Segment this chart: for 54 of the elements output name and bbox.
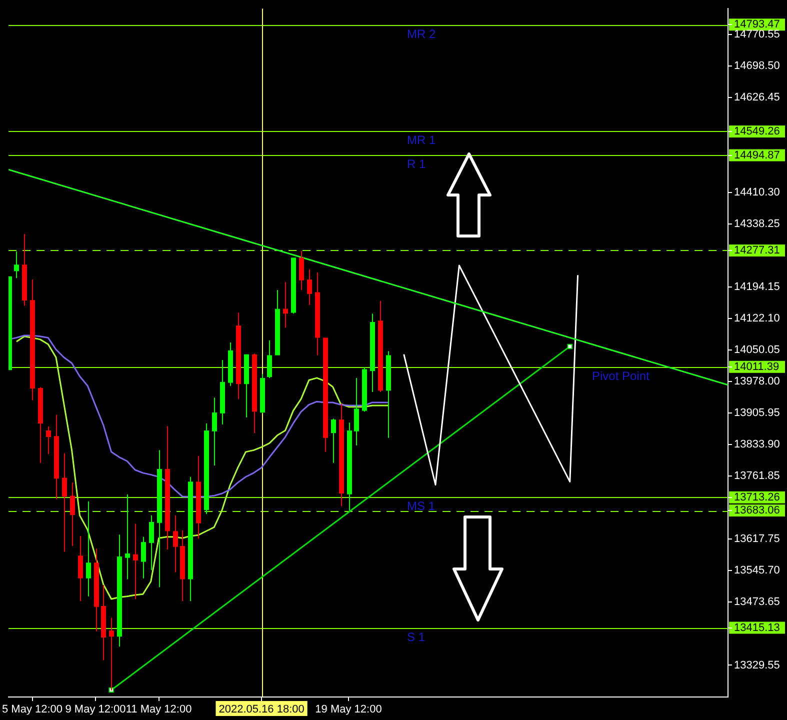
candlestick bbox=[70, 482, 75, 547]
y-tick-label: 13833.90 bbox=[734, 438, 780, 451]
x-tick-label: 2022.05.16 18:00 bbox=[218, 704, 304, 716]
y-tick-label: 14050.05 bbox=[734, 344, 780, 356]
ref-line-label: S 1 bbox=[407, 630, 426, 644]
y-tick-label: 13617.75 bbox=[734, 533, 780, 546]
candlestick bbox=[173, 514, 178, 573]
x-tick-label: 9 May 12:00 bbox=[65, 704, 126, 716]
y-tick-label: 14494.87 bbox=[734, 149, 780, 162]
ref-line-label: MR 1 bbox=[407, 132, 436, 147]
y-tick-label: 13713.26 bbox=[734, 491, 780, 504]
y-tick-label: 13978.00 bbox=[734, 375, 780, 388]
y-tick-label: 14194.15 bbox=[734, 280, 780, 293]
x-tick-label: 5 May 12:00 bbox=[2, 704, 63, 716]
y-tick-label: 14698.50 bbox=[734, 60, 780, 72]
x-tick-label: 19 May 12:00 bbox=[315, 704, 382, 716]
candlestick bbox=[86, 500, 91, 597]
candlestick bbox=[133, 523, 138, 600]
y-tick-label: 14410.30 bbox=[734, 186, 780, 198]
candlestick bbox=[141, 536, 146, 579]
ref-line-label: MS 1 bbox=[407, 498, 436, 513]
candlestick bbox=[125, 494, 130, 580]
candlestick bbox=[283, 282, 288, 328]
candlestick bbox=[78, 535, 83, 602]
y-tick-label: 14549.26 bbox=[734, 125, 780, 138]
y-tick-label: 13761.85 bbox=[734, 470, 780, 482]
candlestick bbox=[14, 250, 19, 279]
candlestick bbox=[149, 514, 154, 571]
y-tick-label: 13415.13 bbox=[734, 622, 780, 634]
candlestick bbox=[354, 377, 359, 446]
candlestick bbox=[212, 397, 217, 466]
y-tick-label: 14277.31 bbox=[734, 244, 780, 257]
y-tick-label: 13545.70 bbox=[734, 564, 780, 577]
candlestick bbox=[267, 340, 272, 378]
candlestick bbox=[307, 268, 312, 306]
candlestick bbox=[331, 418, 336, 464]
y-tick-label: 13905.95 bbox=[734, 407, 780, 420]
y-tick-label: 13329.55 bbox=[734, 659, 780, 672]
ref-line-label: R 1 bbox=[407, 156, 426, 171]
ref-line-label: MR 2 bbox=[407, 26, 436, 41]
y-tick-label: 13473.65 bbox=[734, 596, 780, 608]
candlestick bbox=[109, 617, 114, 691]
y-tick-label: 14011.39 bbox=[734, 360, 780, 373]
y-tick-label: 14793.47 bbox=[734, 18, 780, 31]
candlestick bbox=[62, 452, 67, 552]
candlestick bbox=[299, 250, 304, 290]
y-tick-label: 14122.10 bbox=[734, 312, 780, 324]
y-tick-label: 14770.55 bbox=[734, 28, 780, 41]
y-tick-label: 13683.06 bbox=[734, 504, 780, 517]
x-tick-label: 11 May 12:00 bbox=[126, 704, 192, 716]
ref-line-label: Pivot Point bbox=[592, 368, 650, 383]
candlestick bbox=[46, 426, 51, 455]
y-tick-label: 14338.25 bbox=[734, 218, 780, 230]
y-tick-label: 14626.45 bbox=[734, 92, 780, 104]
